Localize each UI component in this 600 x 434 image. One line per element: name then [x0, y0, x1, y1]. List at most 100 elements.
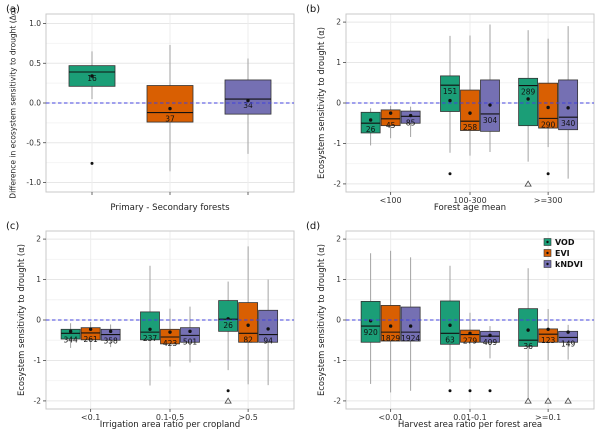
boxplot-box-EVI [538, 82, 559, 129]
boxplot-box-EVI [460, 89, 480, 131]
panel-c: 2 1 0 -1 -2 <0.1 0.1-0.5 >0.5 344 261 358 237 423 501… [0, 217, 300, 434]
clipped-outlier-triangle [564, 397, 572, 404]
mean-dot [468, 331, 472, 336]
boxplot-box-VOD [60, 328, 81, 340]
outlier-dot [90, 161, 94, 165]
x-tick-label: 0.01-0.1 [453, 413, 486, 422]
sample-size-label: 344 [63, 335, 78, 344]
sample-size-label: 149 [561, 339, 576, 348]
legend-mean-dot [546, 262, 549, 266]
plot-area-c: 2 1 0 -1 -2 <0.1 0.1-0.5 >0.5 344 261 358 237 423 501… [34, 230, 295, 422]
y-tick-label: -1.0 [26, 178, 41, 187]
sample-size-label: 94 [263, 337, 273, 346]
sample-size-label: 34 [243, 101, 253, 110]
x-axis-title-b: Forest age mean [433, 203, 507, 213]
panel-b: 2 1 0 -1 -2 <100 100-300 >=300 26 45 85 151 258 304 28… [300, 0, 600, 217]
mean-dot [368, 118, 373, 122]
mean-dot [408, 324, 413, 328]
outlier-dot [448, 389, 452, 393]
outlier-dot [448, 172, 452, 176]
y-tick-label: -1 [34, 356, 42, 365]
y-tick-label: 2 [36, 235, 41, 244]
y-tick-label: -0.5 [26, 138, 41, 147]
mean-dot [68, 329, 73, 334]
y-tick-label: 0.5 [29, 59, 41, 68]
y-tick-label: -1 [334, 139, 342, 148]
boxplot-box-EVI [380, 109, 401, 127]
sample-size-label: 358 [103, 337, 118, 346]
boxplot-box-EVI [146, 85, 194, 123]
x-tick-label: 100-300 [453, 196, 486, 205]
sample-size-label: 85 [406, 118, 416, 127]
panel-letter-c: (c) [6, 221, 20, 232]
y-tick-label: 0 [336, 316, 341, 325]
boxplot-box-VOD [518, 77, 539, 127]
mean-dot [448, 98, 452, 103]
legend-label-VOD: VOD [555, 238, 575, 247]
y-tick-label: 1 [36, 275, 41, 284]
mean-dot [526, 97, 530, 101]
mean-dot [168, 330, 172, 334]
sample-size-label: 258 [463, 123, 478, 132]
x-axis-title-c: Irrigation area ratio per cropland [99, 420, 241, 430]
plot-area-b: 2 1 0 -1 -2 <100 100-300 >=300 26 45 85 151 258 304 28… [334, 13, 595, 205]
boxplot-box-EVI [238, 302, 259, 343]
sample-size-label: 37 [165, 115, 175, 124]
mean-dot [90, 74, 94, 78]
y-axis-title-d: Ecosystem sensitivity to drought (α) [316, 244, 326, 396]
x-tick-label: >=300 [534, 196, 563, 205]
plot-area-a: 1.0 0.5 0.0 -0.5 -1.0 16 37 34 [26, 13, 295, 195]
sample-size-label: 340 [561, 119, 576, 128]
sample-size-label: 423 [163, 339, 178, 348]
x-tick-label: <0.01 [378, 413, 403, 422]
mean-dot [108, 329, 113, 334]
clipped-outlier-triangle [544, 397, 552, 404]
x-tick-label: >0.5 [238, 413, 257, 422]
y-tick-label: -1 [334, 356, 342, 365]
y-axis-title-c: Ecosystem sensitivity to drought (α) [16, 244, 26, 396]
y-axis-title-b: Ecosystem sensitivity to drought (α) [316, 27, 326, 179]
boxplot-box-kNDVI [224, 79, 272, 115]
mean-dot [488, 333, 492, 338]
sample-size-label: 1829 [381, 334, 400, 343]
legend-label-kNDVI: kNDVI [555, 260, 583, 269]
sample-size-label: 290 [541, 120, 556, 129]
mean-dot [88, 327, 93, 332]
clipped-outlier-triangle [224, 397, 232, 404]
legend-mean-dot [546, 240, 549, 244]
sample-size-label: 123 [541, 336, 556, 345]
panel-d: 2 1 0 -1 -2 <0.01 0.01-0.1 >=0.1 920 1829 1924 63 27… [300, 217, 600, 434]
y-axis-title-a: Difference in ecosystem sensitivity to d… [8, 7, 18, 199]
x-axis-title-d: Harvest area ratio per forest area [397, 420, 543, 430]
outlier-dot [226, 389, 230, 393]
y-tick-label: 0.0 [29, 99, 41, 108]
sample-size-label: 45 [386, 121, 396, 130]
sample-size-label: 36 [523, 342, 533, 351]
mean-dot [246, 323, 250, 327]
mean-dot [488, 103, 492, 107]
mean-dot [266, 327, 270, 331]
sample-size-label: 26 [223, 321, 233, 330]
y-tick-label: 0 [336, 99, 341, 108]
y-tick-label: 2 [336, 18, 341, 27]
sample-size-label: 151 [443, 87, 458, 96]
mean-dot [546, 327, 550, 332]
x-tick-label: 0.1-0.5 [156, 413, 184, 422]
y-tick-label: 1 [336, 275, 341, 284]
y-tick-label: -2 [334, 397, 342, 406]
mean-dot [468, 111, 472, 115]
mean-dot [566, 330, 570, 334]
sample-size-label: 409 [483, 338, 498, 347]
x-axis-title-a: Primary - Secondary forests [110, 203, 230, 213]
boxplot-box-EVI [460, 329, 480, 343]
boxplot-box-VOD [518, 308, 539, 347]
sample-size-label: 289 [521, 88, 536, 97]
mean-dot [448, 323, 452, 327]
legend-label-EVI: EVI [555, 249, 570, 258]
outlier-dot [468, 389, 472, 393]
mean-dot [546, 105, 550, 110]
sample-size-label: 304 [483, 116, 498, 125]
panel-letter-a: (a) [6, 4, 20, 15]
outlier-dot [546, 172, 550, 176]
clipped-outlier-triangle [524, 397, 532, 404]
